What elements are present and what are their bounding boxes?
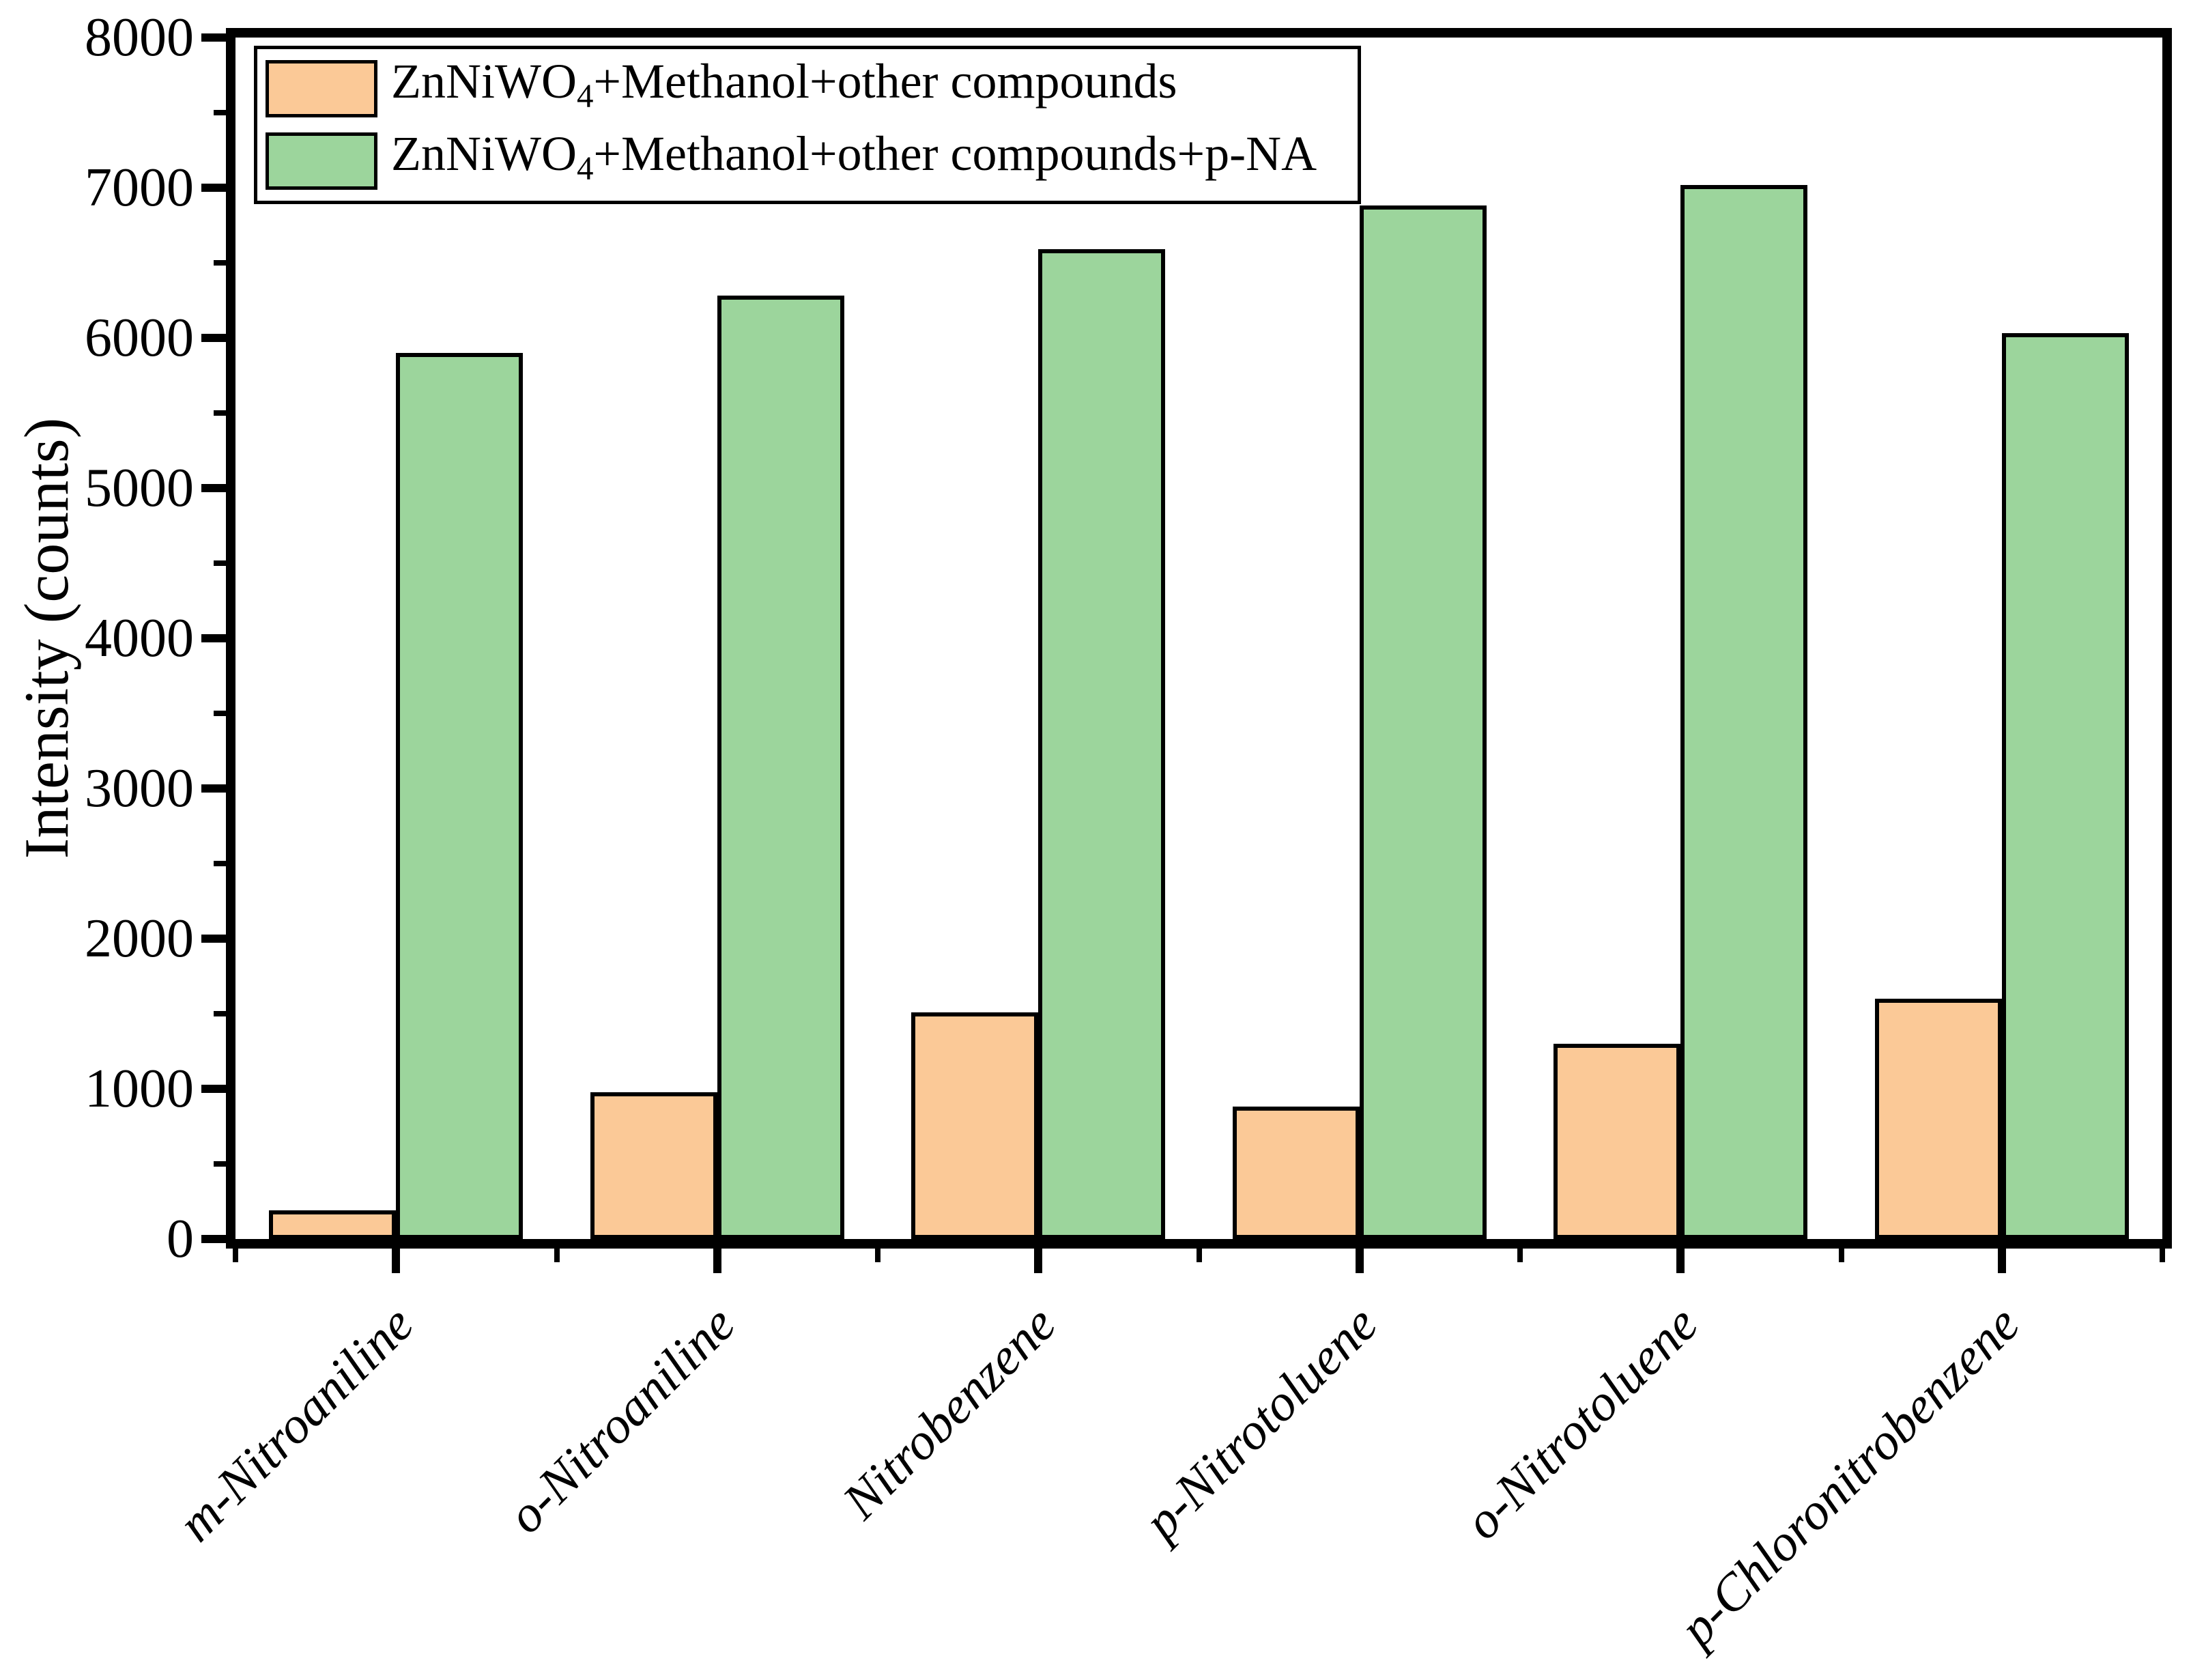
bar-green <box>1359 205 1487 1239</box>
bar-green <box>2001 333 2129 1239</box>
y-major-tick <box>201 935 235 943</box>
y-minor-tick <box>214 560 235 566</box>
y-major-tick <box>201 1235 235 1243</box>
y-major-tick <box>201 334 235 342</box>
bar-orange <box>1553 1044 1681 1239</box>
y-minor-tick <box>214 260 235 266</box>
bar-green <box>717 296 844 1239</box>
y-major-tick <box>201 1085 235 1093</box>
x-minor-tick <box>1838 1239 1844 1262</box>
legend-swatch-green <box>266 132 377 190</box>
y-tick-label: 0 <box>167 1209 194 1269</box>
y-tick-label: 5000 <box>85 458 194 518</box>
x-minor-tick <box>1517 1239 1523 1262</box>
legend-formula-text: ZnNiWO <box>391 126 577 182</box>
y-major-tick <box>201 184 235 192</box>
bar-green <box>396 353 524 1239</box>
x-minor-tick <box>1196 1239 1202 1262</box>
x-major-tick <box>713 1239 721 1273</box>
y-major-tick <box>201 634 235 642</box>
bar-orange <box>911 1012 1039 1239</box>
bar-green <box>1038 249 1166 1239</box>
x-major-tick <box>1997 1239 2006 1273</box>
y-tick-label: 2000 <box>85 909 194 969</box>
y-minor-tick <box>214 1161 235 1167</box>
y-tick-label: 8000 <box>85 8 194 68</box>
legend-swatch-orange <box>266 59 377 117</box>
x-major-tick <box>1355 1239 1364 1273</box>
legend-formula-subscript: 4 <box>576 76 594 115</box>
y-major-tick <box>201 484 235 492</box>
legend: ZnNiWO4+Methanol+other compounds ZnNiWO4… <box>254 46 1361 204</box>
y-minor-tick <box>214 861 235 866</box>
y-major-tick <box>201 784 235 793</box>
x-minor-tick <box>554 1239 560 1262</box>
x-major-tick <box>1676 1239 1685 1273</box>
y-minor-tick <box>214 711 235 716</box>
x-major-tick <box>1034 1239 1043 1273</box>
y-tick-label: 3000 <box>85 758 194 818</box>
y-minor-tick <box>214 410 235 416</box>
x-category-label: m-Nitroaniline <box>167 1295 425 1553</box>
legend-row-series-1: ZnNiWO4+Methanol+other compounds <box>266 55 1358 122</box>
x-minor-tick <box>2160 1239 2165 1262</box>
y-tick-label: 7000 <box>85 158 194 218</box>
x-minor-tick <box>233 1239 238 1262</box>
bar-orange <box>269 1210 397 1239</box>
legend-label-series-1: ZnNiWO4+Methanol+other compounds <box>391 55 1177 122</box>
legend-formula-subscript: 4 <box>576 150 594 188</box>
y-minor-tick <box>214 110 235 115</box>
legend-rest-text: +Methanol+other compounds+p-NA <box>593 126 1317 182</box>
legend-row-series-2: ZnNiWO4+Methanol+other compounds+p-NA <box>266 128 1358 195</box>
bar-orange <box>1232 1107 1360 1239</box>
bars-layer <box>235 38 2162 1239</box>
y-minor-tick <box>214 1011 235 1016</box>
y-tick-label: 4000 <box>85 608 194 668</box>
legend-label-series-2: ZnNiWO4+Methanol+other compounds+p-NA <box>391 128 1317 195</box>
x-major-tick <box>392 1239 401 1273</box>
legend-rest-text: +Methanol+other compounds <box>593 53 1177 109</box>
bar-orange <box>590 1092 717 1239</box>
legend-formula-text: ZnNiWO <box>391 53 577 109</box>
bar-orange <box>1874 999 2002 1239</box>
y-tick-label: 6000 <box>85 308 194 368</box>
x-minor-tick <box>875 1239 880 1262</box>
y-tick-label: 1000 <box>85 1059 194 1119</box>
y-major-tick <box>201 33 235 42</box>
plot-frame <box>226 28 2172 1249</box>
bar-green <box>1680 185 1808 1239</box>
